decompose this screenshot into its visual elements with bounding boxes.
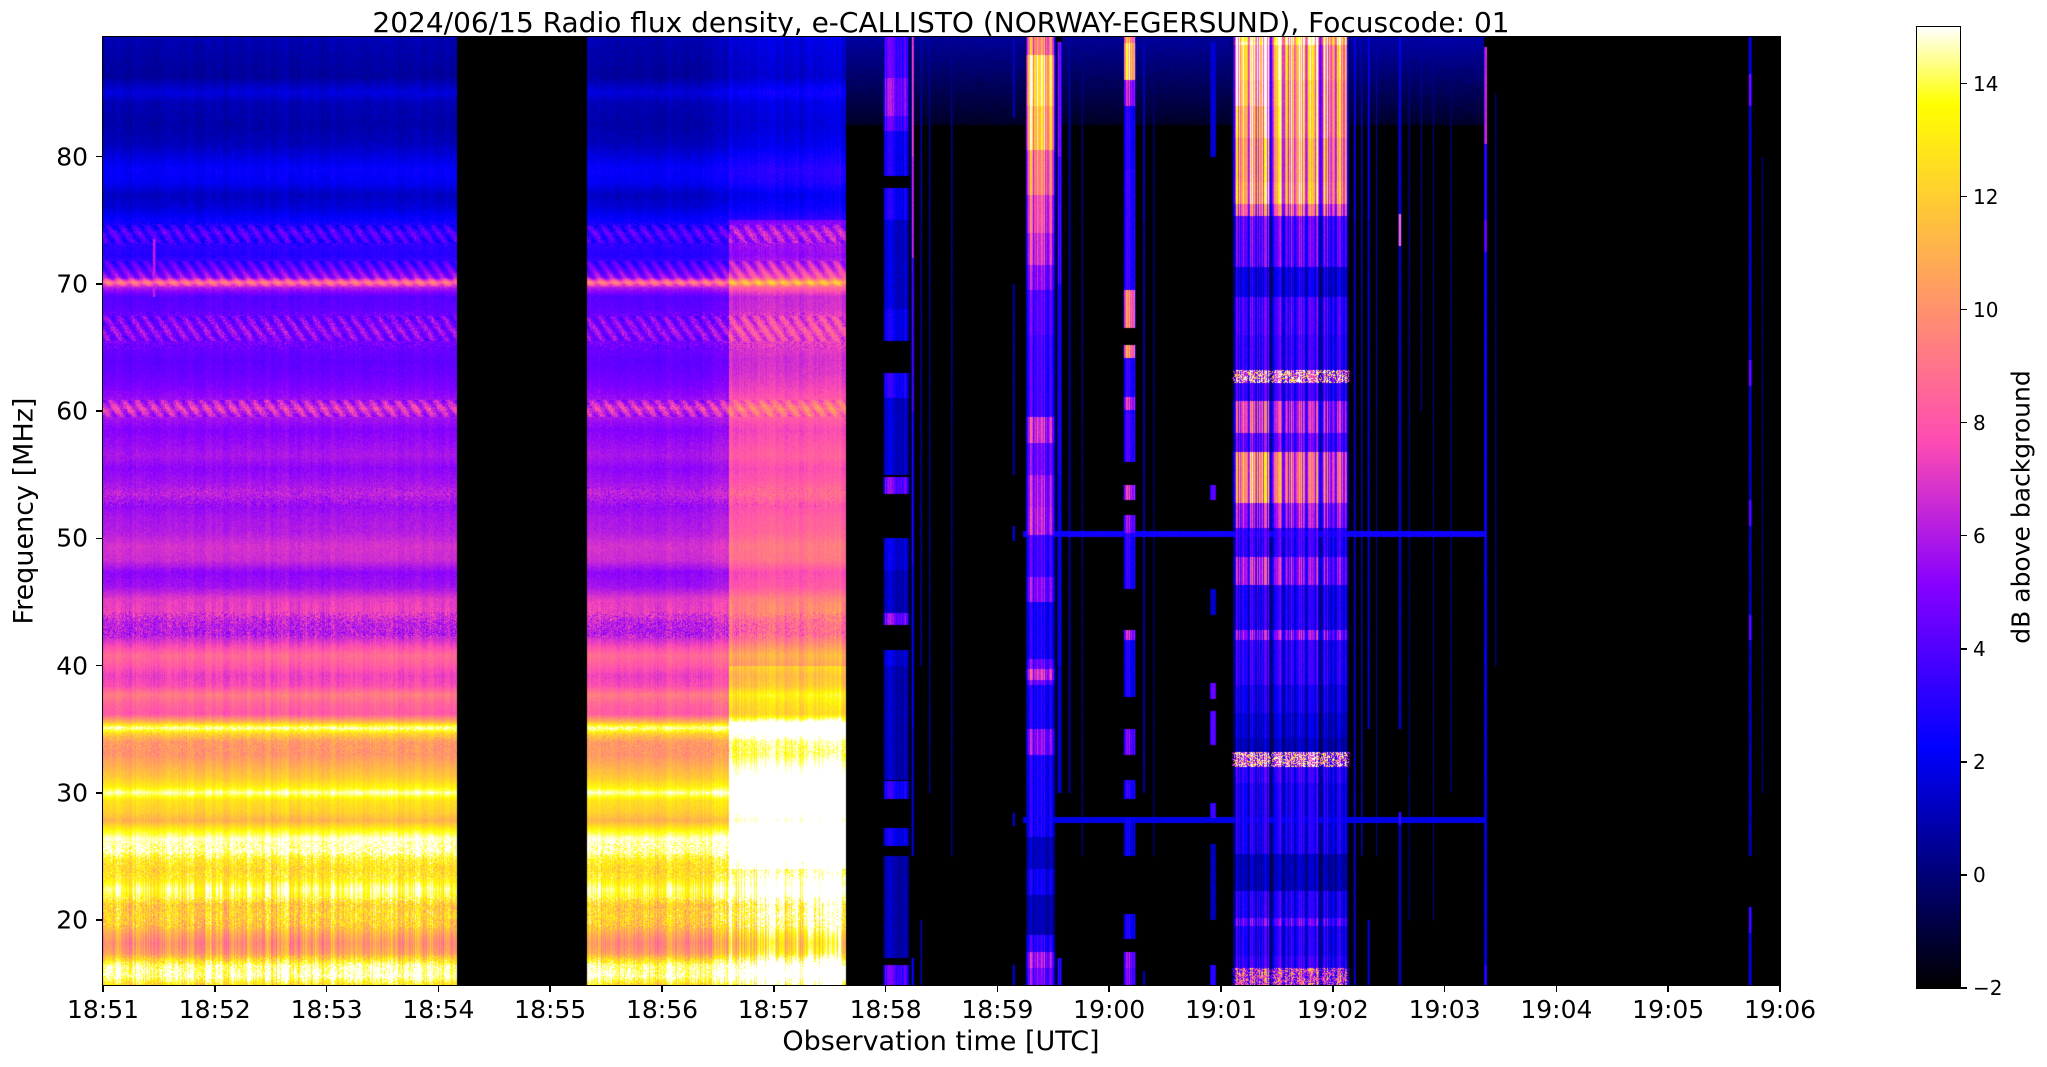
colorbar-tick-label: 10 xyxy=(1973,297,1999,322)
x-axis-label: Observation time [UTC] xyxy=(782,1026,1100,1057)
x-tick-mark xyxy=(1332,985,1334,992)
colorbar-gradient xyxy=(1916,26,1961,989)
chart-title: 2024/06/15 Radio flux density, e-CALLIST… xyxy=(372,6,1510,39)
y-tick-mark xyxy=(96,664,103,667)
colorbar-tick-label: 14 xyxy=(1973,71,1999,96)
colorbar-tick-mark xyxy=(1960,987,1967,989)
colorbar-tick-mark xyxy=(1960,82,1967,85)
y-axis-label: Frequency [MHz] xyxy=(8,397,40,625)
colorbar-tick-mark xyxy=(1960,648,1967,650)
x-tick-label: 18:59 xyxy=(961,995,1034,1024)
x-tick-label: 19:01 xyxy=(1184,995,1258,1024)
x-tick-mark xyxy=(1443,985,1446,992)
x-tick-label: 18:58 xyxy=(849,995,922,1024)
y-tick-label: 50 xyxy=(56,523,88,553)
x-tick-mark xyxy=(325,985,328,992)
colorbar-tick-label: 8 xyxy=(1973,410,1986,435)
colorbar-tick-label: 0 xyxy=(1973,862,1986,887)
x-tick-label: 19:05 xyxy=(1632,995,1705,1024)
x-tick-mark xyxy=(102,985,104,992)
colorbar-tick-mark xyxy=(1960,761,1967,763)
x-tick-label: 18:55 xyxy=(514,995,587,1024)
x-tick-mark xyxy=(1108,985,1110,992)
colorbar-tick-label: −2 xyxy=(1973,976,2003,1000)
x-tick-mark xyxy=(884,985,887,992)
x-tick-label: 19:04 xyxy=(1520,995,1593,1024)
colorbar-tick-mark xyxy=(1960,535,1967,537)
y-tick-label: 70 xyxy=(56,269,88,299)
y-tick-mark xyxy=(96,537,103,540)
x-tick-mark xyxy=(1555,985,1558,992)
x-tick-mark xyxy=(1220,985,1222,992)
y-tick-label: 60 xyxy=(56,396,88,426)
colorbar-tick-label: 2 xyxy=(1973,749,1986,774)
colorbar-tick-label: 6 xyxy=(1973,523,1986,548)
x-tick-label: 18:57 xyxy=(737,995,810,1024)
x-tick-label: 18:54 xyxy=(402,995,475,1024)
y-tick-label: 30 xyxy=(56,778,88,808)
x-tick-mark xyxy=(1779,985,1781,992)
y-tick-mark xyxy=(96,410,103,412)
x-tick-mark xyxy=(661,985,663,992)
spectrogram-heatmap xyxy=(102,36,1781,986)
colorbar-tick-mark xyxy=(1960,874,1967,876)
colorbar-tick-label: 4 xyxy=(1973,636,1986,661)
x-tick-label: 19:06 xyxy=(1743,995,1817,1024)
colorbar-tick-mark xyxy=(1960,195,1967,198)
x-tick-label: 18:53 xyxy=(290,995,363,1024)
y-tick-mark xyxy=(96,792,103,794)
y-tick-label: 40 xyxy=(56,651,88,681)
y-tick-mark xyxy=(96,155,103,158)
x-tick-label: 19:02 xyxy=(1296,995,1369,1024)
x-tick-mark xyxy=(1667,985,1669,992)
colorbar-tick-label: 12 xyxy=(1973,184,1999,209)
x-tick-label: 18:52 xyxy=(178,995,251,1024)
x-tick-label: 18:51 xyxy=(66,995,140,1024)
x-tick-mark xyxy=(549,985,551,992)
x-tick-mark xyxy=(214,985,216,992)
y-tick-mark xyxy=(96,919,103,921)
y-tick-label: 20 xyxy=(56,905,88,935)
x-tick-mark xyxy=(996,985,999,992)
y-tick-label: 80 xyxy=(56,142,88,172)
colorbar-tick-mark xyxy=(1960,308,1967,311)
x-tick-mark xyxy=(437,985,440,992)
x-tick-label: 18:56 xyxy=(625,995,699,1024)
x-tick-label: 19:03 xyxy=(1408,995,1481,1024)
x-tick-label: 19:00 xyxy=(1073,995,1146,1024)
y-tick-mark xyxy=(96,283,103,285)
colorbar-label: dB above background xyxy=(2006,370,2036,644)
colorbar-tick-mark xyxy=(1960,422,1967,424)
x-tick-mark xyxy=(773,985,775,992)
